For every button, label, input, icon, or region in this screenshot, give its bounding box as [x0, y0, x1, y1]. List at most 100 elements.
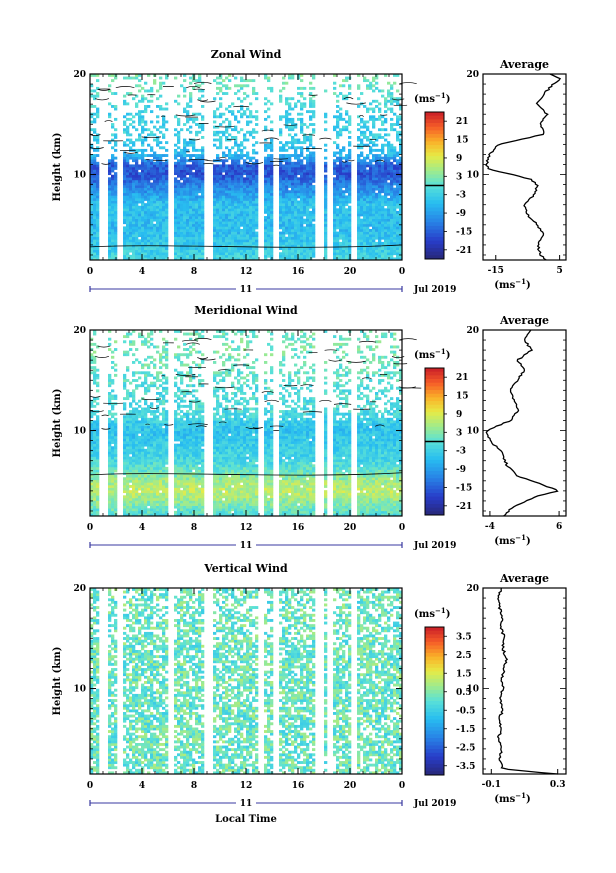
heatmap-cell	[369, 241, 373, 245]
heatmap-cell	[384, 182, 388, 186]
heatmap-cell	[216, 229, 220, 232]
heatmap-cell	[333, 239, 337, 243]
heatmap-cell	[165, 229, 169, 232]
heatmap-cell	[234, 229, 238, 232]
heatmap-cell	[246, 203, 250, 207]
heatmap-cell	[162, 164, 166, 168]
heatmap-cell	[96, 210, 100, 214]
heatmap-cell	[216, 510, 220, 514]
heatmap-cell	[399, 254, 403, 258]
heatmap-cell	[222, 254, 226, 258]
heatmap-cell	[126, 179, 130, 183]
heatmap-cell	[366, 510, 370, 514]
heatmap-cell	[294, 234, 298, 238]
heatmap-cell	[339, 513, 343, 517]
heatmap-cell	[198, 236, 202, 240]
heatmap-cell	[240, 503, 244, 506]
heatmap-cell	[162, 198, 166, 201]
heatmap-cell	[225, 218, 229, 222]
heatmap-cell	[195, 154, 199, 157]
heatmap-cell	[291, 513, 295, 517]
heatmap-cell	[189, 252, 193, 256]
heatmap-cell	[309, 102, 313, 106]
heatmap-cell	[345, 505, 349, 509]
heatmap-cell	[192, 198, 196, 201]
heatmap-cell	[156, 138, 160, 142]
heatmap-cell	[366, 177, 370, 181]
heatmap-cell	[228, 241, 232, 245]
heatmap-cell	[90, 164, 94, 168]
heatmap-cell	[150, 239, 154, 243]
heatmap-cell	[375, 154, 379, 157]
heatmap-cell	[216, 218, 220, 222]
heatmap-cell	[114, 107, 118, 111]
heatmap-cell	[222, 216, 226, 219]
heatmap-cell	[129, 174, 133, 178]
heatmap-cell	[345, 257, 349, 261]
heatmap-cell	[195, 218, 199, 222]
heatmap-cell	[141, 247, 145, 250]
heatmap-cell	[291, 179, 295, 183]
heatmap-cell	[288, 508, 292, 512]
heatmap-cell	[147, 174, 151, 178]
heatmap-cell	[390, 500, 394, 504]
heatmap-cell	[324, 120, 328, 124]
heatmap-cell	[90, 205, 94, 209]
heatmap-cell	[231, 500, 235, 504]
heatmap-cell	[288, 234, 292, 238]
heatmap-cell	[357, 123, 361, 126]
heatmap-cell	[180, 247, 184, 250]
heatmap-cell	[126, 500, 130, 504]
heatmap-cell	[348, 130, 352, 134]
heatmap-cell	[225, 254, 229, 258]
heatmap-cell	[288, 236, 292, 240]
heatmap-cell	[126, 229, 130, 232]
heatmap-cell	[333, 192, 337, 196]
contour-line	[346, 102, 366, 105]
heatmap-cell	[123, 185, 127, 188]
heatmap-cell	[93, 174, 97, 178]
heatmap-cell	[234, 125, 238, 129]
heatmap-cell	[144, 239, 148, 243]
heatmap-cell	[300, 141, 304, 145]
heatmap-cell	[237, 192, 241, 196]
heatmap-cell	[108, 200, 112, 204]
heatmap-cell	[396, 244, 400, 248]
heatmap-cell	[348, 223, 352, 227]
heatmap-cell	[357, 257, 361, 261]
heatmap-cell	[141, 198, 145, 201]
heatmap-cell	[165, 210, 169, 214]
heatmap-cell	[198, 123, 202, 126]
heatmap-cell	[300, 128, 304, 132]
heatmap-cell	[360, 252, 364, 256]
heatmap-cell	[387, 249, 391, 253]
heatmap-cell	[213, 218, 217, 222]
heatmap-cell	[348, 141, 352, 145]
heatmap-cell	[93, 236, 97, 240]
heatmap-cell	[165, 252, 169, 256]
heatmap-cell	[141, 86, 145, 90]
heatmap-cell	[270, 86, 274, 90]
heatmap-cell	[126, 497, 130, 501]
heatmap-cell	[333, 210, 337, 214]
heatmap-cell	[129, 249, 133, 253]
heatmap-cell	[147, 99, 151, 103]
heatmap-cell	[186, 190, 190, 194]
heatmap-cell	[174, 172, 178, 176]
heatmap-cell	[141, 117, 145, 121]
heatmap-cell	[384, 172, 388, 176]
heatmap-cell	[240, 203, 244, 207]
heatmap-cell	[396, 254, 400, 258]
heatmap-cell	[363, 205, 367, 209]
heatmap-cell	[324, 179, 328, 183]
heatmap-cell	[234, 161, 238, 165]
heatmap-cell	[249, 223, 253, 227]
heatmap-cell	[246, 218, 250, 222]
heatmap-cell	[132, 97, 136, 101]
heatmap-cell	[213, 97, 217, 101]
heatmap-cell	[240, 257, 244, 261]
heatmap-cell	[348, 239, 352, 243]
contour-line	[233, 105, 250, 108]
heatmap-cell	[399, 151, 403, 155]
heatmap-cell	[267, 216, 271, 219]
